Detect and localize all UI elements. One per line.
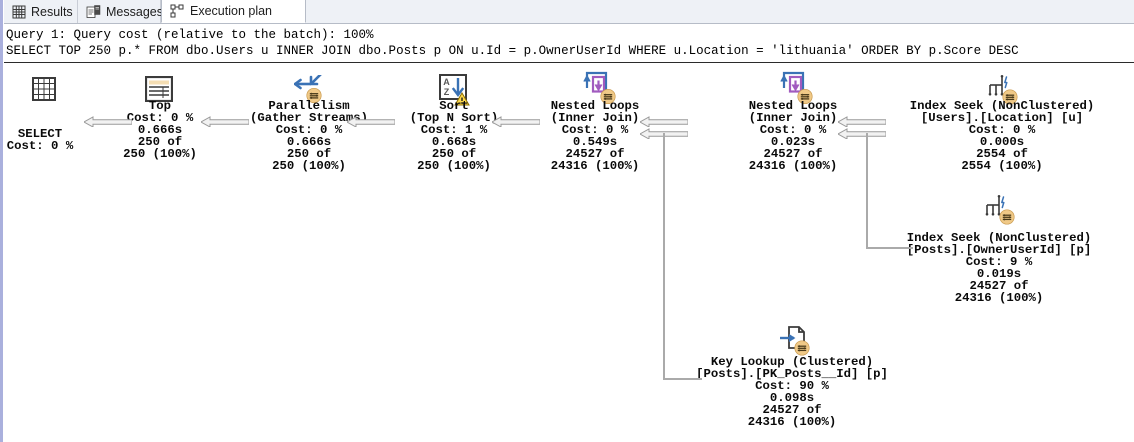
svg-text:Z: Z [444,87,450,97]
svg-text:A: A [443,77,450,87]
